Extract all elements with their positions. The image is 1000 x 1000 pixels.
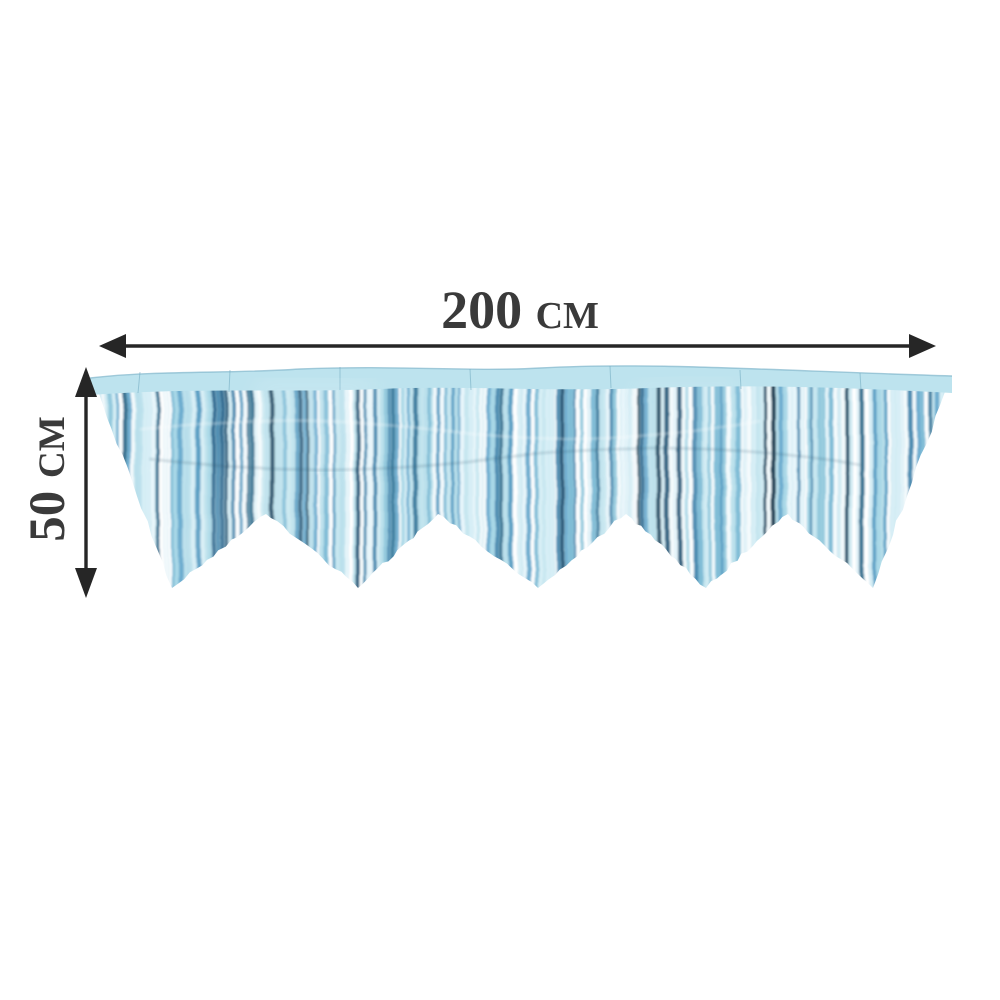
svg-text:200 СМ: 200 СМ <box>441 280 599 340</box>
svg-text:50 СМ: 50 СМ <box>20 416 76 541</box>
